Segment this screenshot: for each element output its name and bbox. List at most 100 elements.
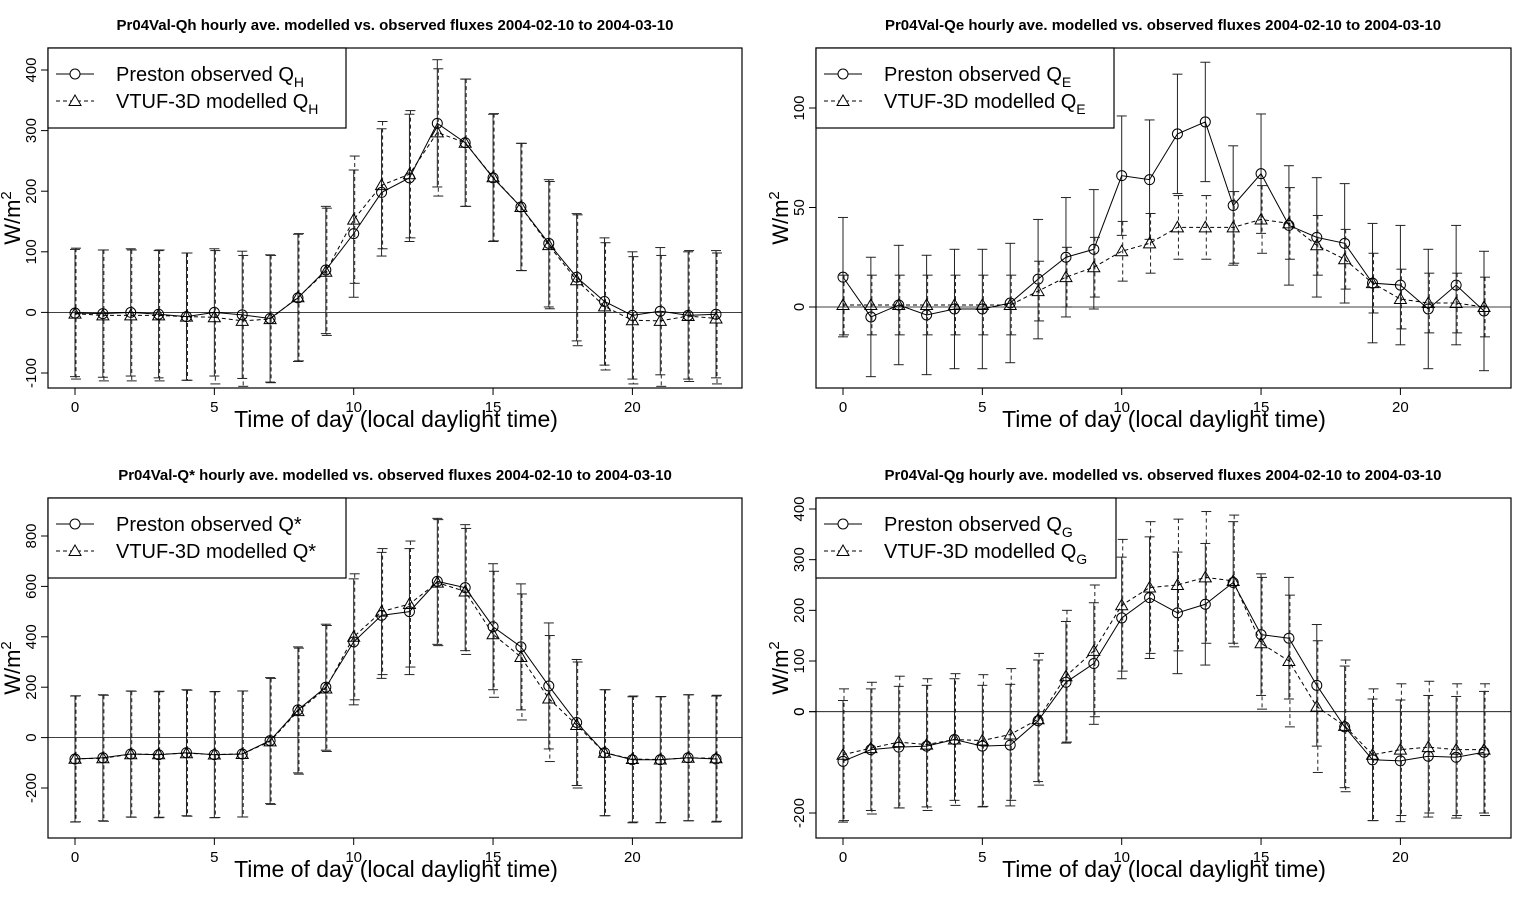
data-point-triangle <box>1031 284 1045 297</box>
data-point-circle <box>348 228 360 240</box>
legend: Preston observed Q* VTUF-3D modelled Q* <box>47 497 347 579</box>
data-point-triangle <box>430 575 445 588</box>
y-tick-label: 0 <box>23 308 40 316</box>
data-point-triangle <box>625 313 640 326</box>
chart-title: Pr04Val-Qh hourly ave. modelled vs. obse… <box>117 17 674 34</box>
data-point-triangle <box>318 264 333 277</box>
data-point-triangle <box>1059 669 1073 682</box>
data-point-triangle <box>402 597 417 610</box>
series-modelled <box>68 68 723 387</box>
data-point-circle <box>1394 279 1406 291</box>
series-line <box>74 122 717 319</box>
data-point-triangle <box>1337 252 1352 265</box>
data-point-triangle <box>96 751 110 764</box>
data-point-triangle <box>1198 570 1213 583</box>
data-point-triangle <box>318 681 333 694</box>
chart-panel-1: Pr04Val-Qh hourly ave. modelled vs. obse… <box>0 17 743 432</box>
y-tick-label: 50 <box>791 199 808 216</box>
data-point-triangle <box>179 746 194 759</box>
data-point-triangle <box>1254 212 1268 225</box>
legend-label-subscript: G <box>1076 551 1087 567</box>
data-point-circle <box>976 303 988 315</box>
legend-label-subscript: H <box>294 74 304 90</box>
legend-marker-circle <box>837 68 849 80</box>
y-tick-label: 200 <box>23 675 40 700</box>
series-line <box>843 218 1485 308</box>
y-axis-label: W/m2 <box>766 191 793 245</box>
series-line <box>842 121 1485 318</box>
plot-frame <box>47 47 743 389</box>
data-point-triangle <box>653 752 668 765</box>
data-point-triangle <box>709 311 723 324</box>
data-point-triangle <box>1254 636 1268 649</box>
y-tick-label: 0 <box>791 303 808 311</box>
y-tick-label: -200 <box>23 773 40 803</box>
y-axis-label: W/m2 <box>0 641 25 695</box>
legend-marker-triangle <box>68 93 82 106</box>
data-point-triangle <box>96 308 110 321</box>
y-axis-label-superscript: 2 <box>766 641 783 649</box>
data-point-circle <box>976 740 988 752</box>
data-point-triangle <box>1365 276 1380 289</box>
data-point-circle <box>431 117 443 129</box>
legend-marker-circle <box>837 518 849 530</box>
x-tick-label: 5 <box>978 399 986 416</box>
data-point-circle <box>1171 607 1183 619</box>
data-point-triangle <box>947 298 962 311</box>
x-tick-label: 10 <box>345 849 362 866</box>
x-axis-label: Time of day (local daylight time) <box>234 406 558 432</box>
y-tick-label: 200 <box>791 598 808 623</box>
data-point-triangle <box>625 752 640 765</box>
y-tick-label: 100 <box>23 239 40 264</box>
data-point-triangle <box>681 309 696 322</box>
data-point-triangle <box>1449 742 1464 755</box>
data-point-circle <box>1255 629 1267 641</box>
data-point-triangle <box>1059 270 1073 283</box>
legend-label-subscript: H <box>308 101 318 117</box>
legend-label-subscript: E <box>1076 101 1085 117</box>
legend-label: VTUF-3D modelled Q* <box>116 541 316 563</box>
data-point-circle <box>921 740 933 752</box>
data-point-circle <box>837 271 849 283</box>
data-point-triangle <box>1142 580 1157 593</box>
series-line <box>842 576 1485 756</box>
data-point-triangle <box>1086 643 1101 656</box>
legend-label-subscript: E <box>1062 74 1071 90</box>
data-point-circle <box>153 749 165 761</box>
x-axis-label: Time of day (local daylight time) <box>1002 856 1326 882</box>
data-point-circle <box>948 303 960 315</box>
data-point-circle <box>543 680 555 692</box>
legend-label: VTUF-3D modelled QE <box>884 91 1086 117</box>
data-point-triangle <box>207 310 222 323</box>
x-tick-label: 10 <box>1113 849 1130 866</box>
data-point-triangle <box>891 735 906 748</box>
data-point-triangle <box>919 737 934 750</box>
data-point-triangle <box>975 733 990 746</box>
x-tick-label: 0 <box>71 849 79 866</box>
data-point-triangle <box>291 704 305 717</box>
data-point-triangle <box>68 751 82 764</box>
data-point-triangle <box>207 747 222 760</box>
data-point-triangle <box>569 273 584 286</box>
data-point-circle <box>236 309 248 321</box>
data-point-triangle <box>947 732 962 745</box>
legend-label: Preston observed QE <box>884 64 1071 90</box>
data-point-triangle <box>1282 216 1296 229</box>
y-tick-label: 400 <box>791 496 808 521</box>
data-point-triangle <box>1393 292 1408 305</box>
data-point-triangle <box>1114 598 1129 611</box>
legend-marker-circle <box>69 68 81 80</box>
data-point-circle <box>292 292 304 304</box>
chart-panel-4: Pr04Val-Qg hourly ave. modelled vs. obse… <box>766 467 1512 882</box>
data-point-triangle <box>1226 573 1241 586</box>
x-axis-label: Time of day (local daylight time) <box>234 856 558 882</box>
data-point-circle <box>1004 739 1016 751</box>
x-tick-label: 15 <box>1253 399 1270 416</box>
y-tick-label: 300 <box>23 118 40 143</box>
data-point-triangle <box>541 238 556 251</box>
legend-label-subscript: G <box>1062 524 1073 540</box>
data-point-circle <box>69 753 81 765</box>
